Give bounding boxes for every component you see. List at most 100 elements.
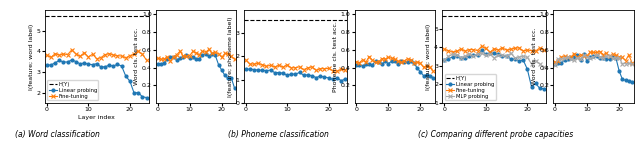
MLP probing [499, 54, 506, 55]
Linear probing [304, 74, 312, 76]
Fine-tuning [242, 59, 250, 61]
Fine-tuning [118, 55, 125, 57]
MLP probing [570, 59, 578, 61]
Linear probing [317, 75, 324, 77]
Linear probing [106, 64, 113, 66]
Linear probing [300, 74, 308, 76]
Fine-tuning [410, 62, 418, 63]
Fine-tuning [372, 61, 380, 63]
MLP probing [573, 57, 581, 59]
Fine-tuning [109, 54, 117, 56]
Line: Linear probing: Linear probing [355, 59, 435, 79]
Fine-tuning [394, 60, 402, 62]
Fine-tuning [385, 57, 392, 58]
Linear probing [478, 50, 486, 51]
Linear probing [68, 59, 76, 61]
Fine-tuning [312, 70, 320, 71]
Linear probing [51, 62, 59, 64]
Linear probing [557, 62, 565, 64]
Linear probing [420, 75, 428, 77]
Line: Linear probing: Linear probing [156, 52, 236, 90]
Line: Fine-tuning: Fine-tuning [553, 50, 634, 64]
Linear probing [47, 64, 55, 66]
Linear probing [445, 58, 452, 59]
Fine-tuning [205, 49, 212, 50]
Fine-tuning [143, 59, 150, 61]
Fine-tuning [503, 49, 511, 51]
Fine-tuning [515, 47, 523, 49]
Fine-tuning [470, 49, 477, 50]
MLP probing [561, 57, 568, 59]
Fine-tuning [413, 61, 421, 63]
Fine-tuning [499, 47, 506, 49]
Fine-tuning [557, 56, 565, 58]
Linear probing [401, 61, 408, 63]
Line: Linear probing: Linear probing [554, 52, 634, 84]
Linear probing [230, 87, 238, 89]
Fine-tuning [81, 52, 88, 54]
Fine-tuning [449, 51, 456, 53]
Linear probing [192, 58, 200, 59]
Linear probing [609, 56, 616, 58]
Fine-tuning [397, 61, 405, 63]
Linear probing [490, 52, 498, 54]
Linear probing [114, 63, 122, 65]
Fine-tuning [186, 55, 193, 56]
Linear probing [101, 66, 109, 68]
Linear probing [527, 86, 535, 88]
Linear probing [596, 57, 604, 59]
MLP probing [593, 54, 600, 56]
Linear probing [60, 61, 67, 63]
MLP probing [457, 57, 465, 58]
Linear probing [154, 63, 161, 65]
Fine-tuning [524, 49, 531, 51]
MLP probing [618, 63, 626, 64]
Linear probing [499, 55, 506, 57]
Fine-tuning [375, 61, 383, 63]
Fine-tuning [426, 67, 434, 68]
Linear probing [586, 57, 594, 58]
Linear probing [564, 58, 572, 60]
Linear probing [417, 71, 424, 73]
Linear probing [284, 75, 291, 76]
Linear probing [369, 64, 376, 66]
Fine-tuning [564, 56, 572, 58]
Fine-tuning [279, 66, 287, 68]
Fine-tuning [596, 51, 604, 52]
Line: Linear probing: Linear probing [443, 49, 545, 90]
Fine-tuning [337, 69, 345, 70]
Linear probing [625, 80, 632, 82]
Linear probing [621, 79, 629, 81]
Linear probing [64, 61, 72, 63]
MLP probing [453, 54, 461, 56]
Fine-tuning [114, 55, 122, 56]
Linear probing [453, 55, 461, 57]
Fine-tuning [130, 53, 138, 55]
Fine-tuning [577, 54, 584, 55]
Linear probing [356, 64, 364, 66]
Linear probing [333, 77, 340, 79]
Linear probing [341, 78, 349, 80]
Fine-tuning [609, 54, 616, 55]
MLP probing [519, 55, 527, 57]
Legend: H(Y), Linear probing, Fine-tuning: H(Y), Linear probing, Fine-tuning [47, 80, 99, 100]
Linear probing [93, 63, 100, 64]
Fine-tuning [173, 54, 180, 55]
Fine-tuning [381, 58, 389, 60]
Fine-tuning [532, 50, 540, 52]
Linear probing [583, 60, 591, 62]
Fine-tuning [202, 51, 209, 53]
Linear probing [259, 69, 266, 71]
Fine-tuning [271, 66, 278, 68]
Fine-tuning [198, 50, 206, 52]
Linear probing [628, 82, 636, 83]
Linear probing [97, 66, 105, 68]
Fine-tuning [218, 56, 225, 58]
Linear probing [570, 56, 578, 58]
MLP probing [478, 53, 486, 54]
Linear probing [381, 60, 389, 62]
Linear probing [224, 77, 232, 79]
Linear probing [474, 54, 481, 56]
Fine-tuning [625, 54, 632, 56]
Linear probing [321, 76, 328, 78]
